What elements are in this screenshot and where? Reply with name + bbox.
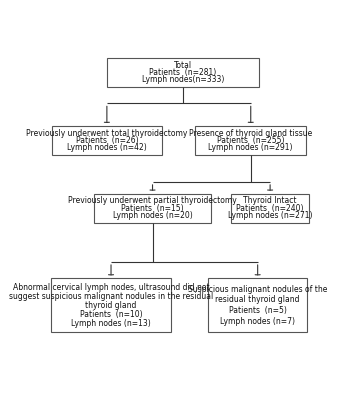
Text: Lymph nodes (n=291): Lymph nodes (n=291)	[208, 143, 293, 152]
Text: Patients  (n=10): Patients (n=10)	[80, 310, 142, 319]
Text: Lymph nodes (n=271): Lymph nodes (n=271)	[228, 211, 312, 220]
Text: Total: Total	[174, 61, 192, 70]
Text: Lymph nodes (n=42): Lymph nodes (n=42)	[67, 143, 147, 152]
Text: Patients  (n=281): Patients (n=281)	[149, 68, 217, 77]
Text: Previously underwent partial thyroidectomy: Previously underwent partial thyroidecto…	[68, 196, 237, 205]
Text: Patients  (n=26): Patients (n=26)	[76, 136, 138, 145]
Text: Lymph nodes (n=20): Lymph nodes (n=20)	[113, 211, 192, 220]
FancyBboxPatch shape	[231, 194, 309, 223]
FancyBboxPatch shape	[107, 58, 259, 87]
Text: suggest suspicious malignant nodules in the residual: suggest suspicious malignant nodules in …	[9, 292, 213, 301]
FancyBboxPatch shape	[94, 194, 211, 223]
Text: residual thyroid gland: residual thyroid gland	[215, 295, 300, 304]
Text: Thyroid Intact: Thyroid Intact	[243, 196, 297, 205]
Text: Patients  (n=15): Patients (n=15)	[121, 204, 184, 213]
FancyBboxPatch shape	[208, 278, 307, 332]
Text: Previously underwent total thyroidectomy: Previously underwent total thyroidectomy	[26, 128, 187, 138]
FancyBboxPatch shape	[195, 126, 306, 155]
Text: Suspicious malignant nodules of the: Suspicious malignant nodules of the	[188, 284, 327, 294]
Text: Patients  (n=240): Patients (n=240)	[236, 204, 304, 213]
Text: Lymph nodes (n=7): Lymph nodes (n=7)	[220, 317, 295, 326]
Text: Presence of thyroid gland tissue: Presence of thyroid gland tissue	[189, 128, 312, 138]
FancyBboxPatch shape	[51, 126, 162, 155]
Text: Lymph nodes(n=333): Lymph nodes(n=333)	[142, 76, 224, 84]
Text: Patients  (n=5): Patients (n=5)	[229, 306, 287, 315]
FancyBboxPatch shape	[51, 278, 171, 332]
Text: Abnormal cervical lymph nodes, ultrasound did not: Abnormal cervical lymph nodes, ultrasoun…	[13, 283, 209, 292]
Text: Patients  (n=255): Patients (n=255)	[217, 136, 285, 145]
Text: Lymph nodes (n=13): Lymph nodes (n=13)	[71, 319, 151, 328]
Text: thyroid gland: thyroid gland	[85, 301, 137, 310]
